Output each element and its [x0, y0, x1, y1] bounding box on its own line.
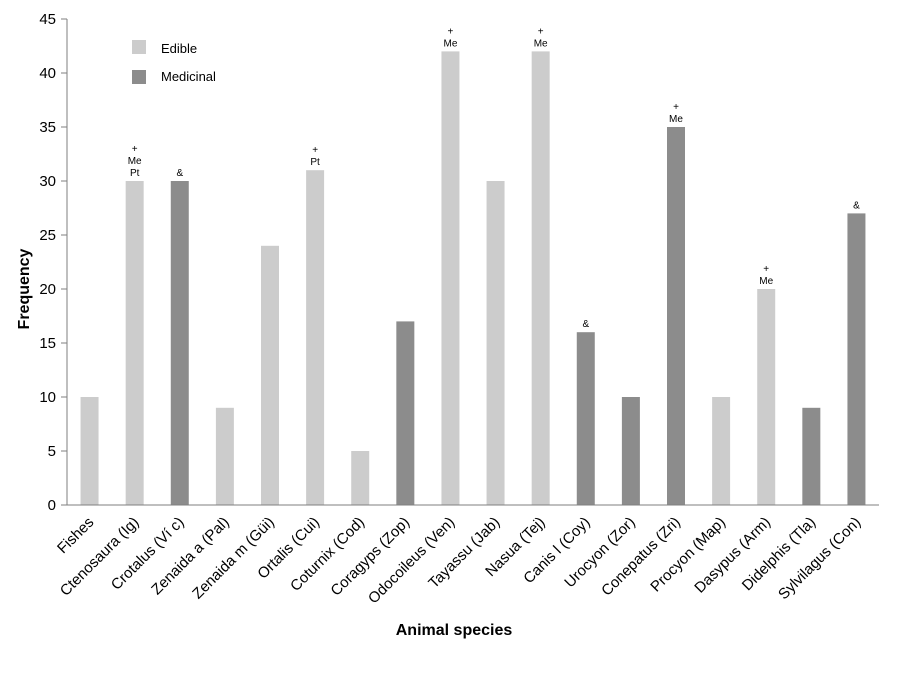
- x-tick-label: Zenaida a (Pal): [148, 514, 233, 599]
- bar-annotation: Pt: [130, 168, 140, 179]
- bar-sylvilagus-con: [847, 213, 866, 505]
- bar-urocyon-zor: [621, 397, 640, 505]
- bar-fishes: [80, 397, 99, 505]
- bar-annotation: Me: [759, 276, 773, 287]
- y-axis-title: Frequency: [16, 248, 33, 329]
- bar-ctenosaura-ig: [125, 181, 144, 505]
- y-tick-label: 5: [48, 443, 56, 460]
- x-tick-label: Coragyps (Zop): [327, 514, 413, 600]
- bar-annotation: +: [448, 26, 454, 37]
- bar-annotation: +: [538, 26, 544, 37]
- bar-procyon-map: [712, 397, 731, 505]
- y-tick-label: 0: [48, 497, 56, 514]
- y-tick-label: 40: [39, 65, 56, 82]
- bar-dasypus-arm: [757, 289, 776, 505]
- y-tick-label: 35: [39, 119, 56, 136]
- bar-conepatus-zri: [667, 127, 685, 505]
- y-tick-label: 20: [39, 281, 56, 298]
- bar-canis-l-coy: [576, 332, 595, 505]
- bar-crotalus-v-c: [170, 181, 189, 505]
- x-tick-label: Conepatus (Zri): [598, 514, 684, 600]
- bar-tayassu-jab: [486, 181, 505, 505]
- bar-annotation: &: [176, 168, 183, 179]
- bar-didelphis-tla: [802, 407, 821, 505]
- x-tick-label: Fishes: [54, 514, 97, 557]
- bar-annotation: Pt: [310, 157, 320, 168]
- legend-label-medicinal: Medicinal: [161, 69, 216, 84]
- legend: Edible Medicinal: [132, 40, 216, 84]
- bar-zenaida-a-pal: [215, 407, 234, 505]
- legend-swatch-medicinal: [132, 70, 146, 84]
- bar-zenaida-m-g-i: [261, 245, 279, 506]
- legend-swatch-edible: [132, 40, 146, 54]
- bar-odocoileus-ven: [441, 51, 460, 506]
- y-tick-label: 15: [39, 335, 56, 352]
- bar-annotation: Me: [128, 156, 142, 167]
- bar-annotation: Me: [534, 38, 548, 49]
- x-tick-label: Sylvilagus (Con): [775, 514, 864, 603]
- bar-nasua-tej: [531, 51, 550, 506]
- bar-annotation: +: [132, 144, 138, 155]
- bar-annotation: +: [312, 145, 318, 156]
- bar-annotation: &: [582, 319, 589, 330]
- bar-coturnix-cod: [351, 451, 370, 505]
- bar-annotation: +: [763, 264, 769, 275]
- bar-annotation: Me: [669, 114, 683, 125]
- y-tick-label: 30: [39, 173, 56, 190]
- bar-coragyps-zop: [396, 321, 415, 505]
- y-tick-label: 10: [39, 389, 56, 406]
- bar-annotation: Me: [443, 38, 457, 49]
- x-tick-label: Zenaida m (Güi): [189, 514, 278, 603]
- y-tick-label: 25: [39, 227, 56, 244]
- legend-label-edible: Edible: [161, 41, 197, 56]
- bar-annotation: &: [853, 200, 860, 211]
- x-axis-title: Animal species: [396, 622, 513, 639]
- y-tick-label: 45: [39, 11, 56, 28]
- bar-ortalis-cui: [306, 170, 325, 505]
- x-tick-label: Ctenosaura (Ig): [57, 514, 143, 600]
- bar-annotation: +: [673, 102, 679, 113]
- bars: [80, 51, 866, 506]
- y-axis-ticks: 0 5 10 15 20 25 30 35 40 45: [39, 11, 67, 514]
